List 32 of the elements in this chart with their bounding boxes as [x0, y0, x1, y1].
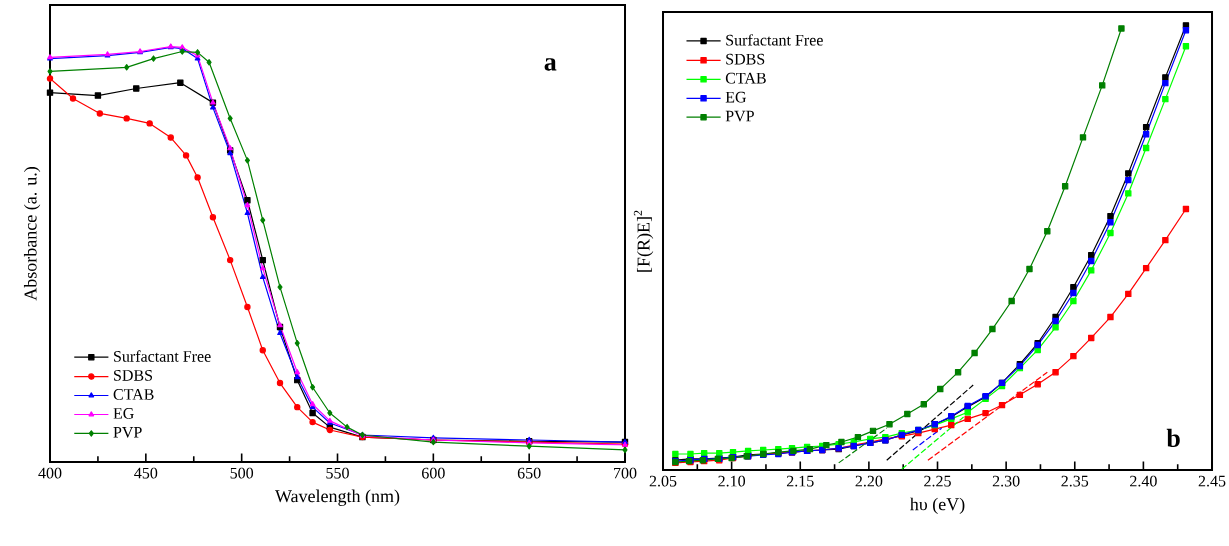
- x-tick-label: 700: [614, 467, 637, 479]
- legend-label: SDBS: [114, 370, 153, 381]
- x-tick-label: 2.25: [924, 475, 951, 487]
- legend-label: SDBS: [726, 53, 765, 65]
- x-tick-label: 2.05: [649, 475, 677, 487]
- annotation: b: [1166, 428, 1180, 448]
- legend-label: PVP: [725, 110, 754, 122]
- x-tick-label: 650: [517, 467, 541, 479]
- x-tick-label: 2.40: [1130, 475, 1157, 487]
- legend-label: CTAB: [113, 389, 154, 400]
- x-tick-label: 400: [38, 467, 62, 479]
- x-tick-label: 2.35: [1061, 475, 1089, 487]
- legend-label: CTAB: [725, 72, 766, 84]
- x-tick-label: 2.20: [855, 475, 883, 487]
- annotation: a: [544, 58, 557, 71]
- legend-label: EG: [725, 91, 747, 103]
- x-axis-title: Wavelength (nm): [275, 489, 400, 506]
- x-tick-label: 2.30: [992, 475, 1020, 487]
- legend-label: EG: [113, 408, 134, 419]
- x-tick-label: 500: [230, 467, 254, 479]
- x-tick-label: 600: [422, 467, 445, 479]
- x-axis-title: hυ (eV): [910, 497, 965, 514]
- x-tick-label: 550: [326, 467, 349, 479]
- x-tick-label: 2.15: [786, 475, 814, 487]
- x-tick-label: 450: [134, 467, 158, 479]
- y-axis-title: Absorbance (a. u.): [23, 167, 41, 301]
- legend-label: Surfactant Free: [726, 34, 823, 46]
- x-tick-label: 2.45: [1198, 475, 1226, 487]
- legend-label: PVP: [113, 427, 142, 438]
- x-tick-label: 2.10: [718, 475, 746, 487]
- y-axis-title: [F(R)E]$^{2}$: [633, 210, 654, 272]
- legend-label: Surfactant Free: [114, 350, 211, 362]
